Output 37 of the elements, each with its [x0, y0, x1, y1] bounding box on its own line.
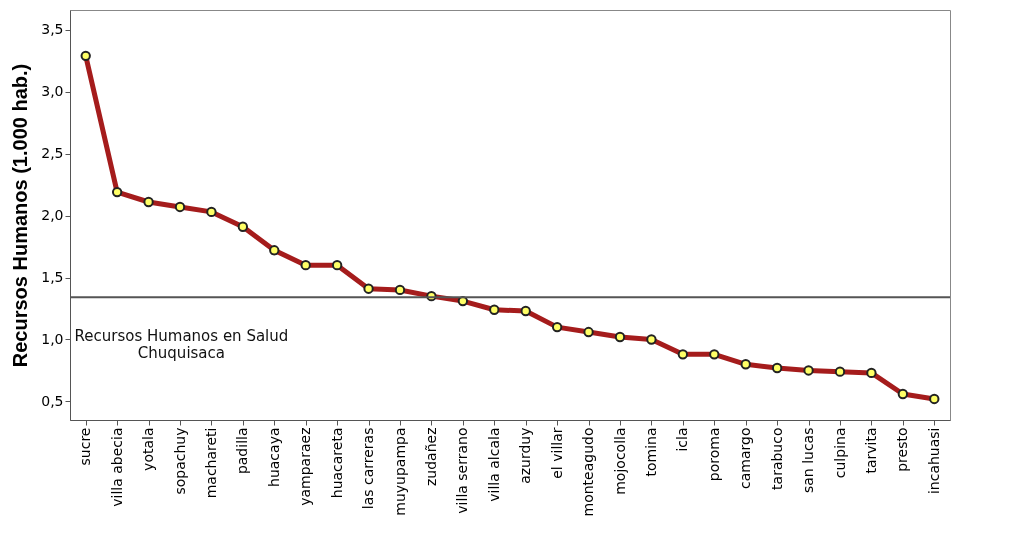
x-tick-label: culpina	[831, 427, 848, 479]
ref-line-label: Recursos Humanos en Salud Chuquisaca	[74, 327, 289, 363]
y-axis-title: Recursos Humanos (1.000 hab.)	[9, 63, 32, 368]
x-tick-label: azurduy	[517, 427, 534, 484]
x-tick-label: tarvita	[862, 427, 879, 474]
x-tick-label: padilla	[234, 427, 251, 475]
x-tick-label: villa abecia	[108, 427, 125, 507]
y-tick-label: 1,5	[41, 269, 64, 286]
y-tick-label: 2,0	[41, 207, 64, 224]
x-tick-label: villa alcala	[485, 427, 502, 502]
x-tick-label: icla	[674, 427, 691, 452]
x-tick-label: huacareta	[328, 427, 345, 499]
x-tick-label: san lucas	[800, 427, 817, 494]
y-tick-label: 0,5	[41, 392, 64, 409]
y-tick-label: 2,5	[41, 145, 64, 162]
x-tick-label: las carreras	[360, 427, 377, 510]
x-tick-label: yotala	[140, 427, 157, 471]
x-tick-label: incahuasi	[925, 427, 942, 495]
x-tick-label: camargo	[737, 427, 754, 489]
x-tick-label: tarabuco	[768, 427, 785, 490]
x-tick-label: villa serrano	[454, 427, 471, 514]
x-tick-label: monteagudo	[580, 427, 597, 517]
x-tick-label: muyupampa	[391, 427, 408, 516]
y-tick-label: 3,0	[41, 83, 64, 100]
x-tick-label: el villar	[548, 427, 565, 479]
x-tick-label: yamparaez	[297, 427, 314, 506]
x-tick-label: sopachuy	[171, 427, 188, 495]
x-tick-label: sucre	[77, 427, 94, 466]
x-tick-label: tomina	[642, 427, 659, 477]
x-tick-label: huacaya	[265, 427, 282, 487]
x-tick-label: zudañez	[422, 427, 439, 487]
x-tick-label: mojocolla	[611, 427, 628, 495]
x-tick-label: machareti	[202, 427, 219, 499]
y-tick-label: 3,5	[41, 21, 64, 38]
x-tick-label: presto	[894, 427, 911, 472]
x-tick-label: poroma	[705, 427, 722, 482]
y-tick-label: 1,0	[41, 330, 64, 347]
